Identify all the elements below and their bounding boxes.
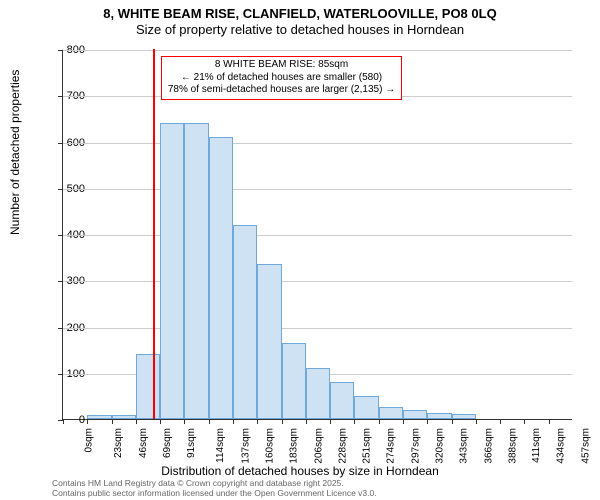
xtick-mark <box>500 419 501 424</box>
xtick-label: 206sqm <box>313 428 324 464</box>
xtick-label: 69sqm <box>162 428 173 458</box>
xtick-label: 411sqm <box>531 428 542 463</box>
footer-line2: Contains public sector information licen… <box>52 489 377 498</box>
histogram-bar <box>330 382 354 419</box>
xtick-mark <box>184 419 185 424</box>
xtick-mark <box>330 419 331 424</box>
xtick-label: 366sqm <box>483 428 494 464</box>
xtick-mark <box>112 419 113 424</box>
xtick-label: 183sqm <box>289 428 300 464</box>
y-axis-label: Number of detached properties <box>8 70 22 235</box>
xtick-mark <box>306 419 307 424</box>
histogram-bar <box>209 137 233 419</box>
xtick-mark <box>524 419 525 424</box>
histogram-bar <box>233 225 257 419</box>
xtick-label: 457sqm <box>580 428 591 464</box>
histogram-bar <box>427 413 451 419</box>
xtick-mark <box>452 419 453 424</box>
chart-title: 8, WHITE BEAM RISE, CLANFIELD, WATERLOOV… <box>0 0 600 39</box>
histogram-bar <box>452 414 476 419</box>
bars-group <box>63 50 572 419</box>
xtick-mark <box>354 419 355 424</box>
histogram-bar <box>306 368 330 419</box>
property-marker-line <box>153 49 155 419</box>
xtick-mark <box>427 419 428 424</box>
histogram-bar <box>257 264 281 419</box>
xtick-label: 228sqm <box>337 428 348 464</box>
xtick-label: 274sqm <box>386 428 397 464</box>
annotation-line1: 8 WHITE BEAM RISE: 85sqm <box>168 59 395 72</box>
xtick-mark <box>233 419 234 424</box>
xtick-mark <box>379 419 380 424</box>
xtick-label: 23sqm <box>113 428 124 458</box>
xtick-label: 297sqm <box>410 428 421 464</box>
chart-container: 8, WHITE BEAM RISE, CLANFIELD, WATERLOOV… <box>0 0 600 500</box>
histogram-bar <box>160 123 184 419</box>
xtick-label: 388sqm <box>507 428 518 464</box>
histogram-bar <box>403 410 427 419</box>
histogram-bar <box>112 415 136 419</box>
footer-attribution: Contains HM Land Registry data © Crown c… <box>52 479 377 498</box>
xtick-label: 91sqm <box>186 428 197 458</box>
xtick-mark <box>403 419 404 424</box>
annotation-line3: 78% of semi-detached houses are larger (… <box>168 84 395 97</box>
xtick-label: 434sqm <box>556 428 567 464</box>
xtick-mark <box>160 419 161 424</box>
xtick-mark <box>257 419 258 424</box>
annotation-line2: ← 21% of detached houses are smaller (58… <box>168 72 395 85</box>
histogram-bar <box>282 343 306 419</box>
plot-area: 8 WHITE BEAM RISE: 85sqm ← 21% of detach… <box>62 50 572 420</box>
title-address: 8, WHITE BEAM RISE, CLANFIELD, WATERLOOV… <box>0 6 600 22</box>
xtick-mark <box>282 419 283 424</box>
annotation-box: 8 WHITE BEAM RISE: 85sqm ← 21% of detach… <box>161 56 402 100</box>
xtick-label: 160sqm <box>265 428 276 464</box>
xtick-label: 251sqm <box>362 428 373 464</box>
xtick-mark <box>476 419 477 424</box>
histogram-bar <box>354 396 378 419</box>
xtick-mark <box>549 419 550 424</box>
xtick-label: 114sqm <box>215 428 226 463</box>
xtick-label: 46sqm <box>138 428 149 458</box>
histogram-bar <box>184 123 208 419</box>
xtick-mark <box>136 419 137 424</box>
histogram-bar <box>136 354 160 419</box>
x-axis-label: Distribution of detached houses by size … <box>0 464 600 478</box>
xtick-label: 0sqm <box>83 428 94 452</box>
xtick-label: 137sqm <box>240 428 251 464</box>
xtick-mark <box>209 419 210 424</box>
xtick-mark <box>87 419 88 424</box>
xtick-label: 343sqm <box>459 428 470 464</box>
histogram-bar <box>379 407 403 419</box>
xtick-label: 320sqm <box>435 428 446 464</box>
histogram-bar <box>87 415 111 419</box>
title-subtitle: Size of property relative to detached ho… <box>0 22 600 38</box>
